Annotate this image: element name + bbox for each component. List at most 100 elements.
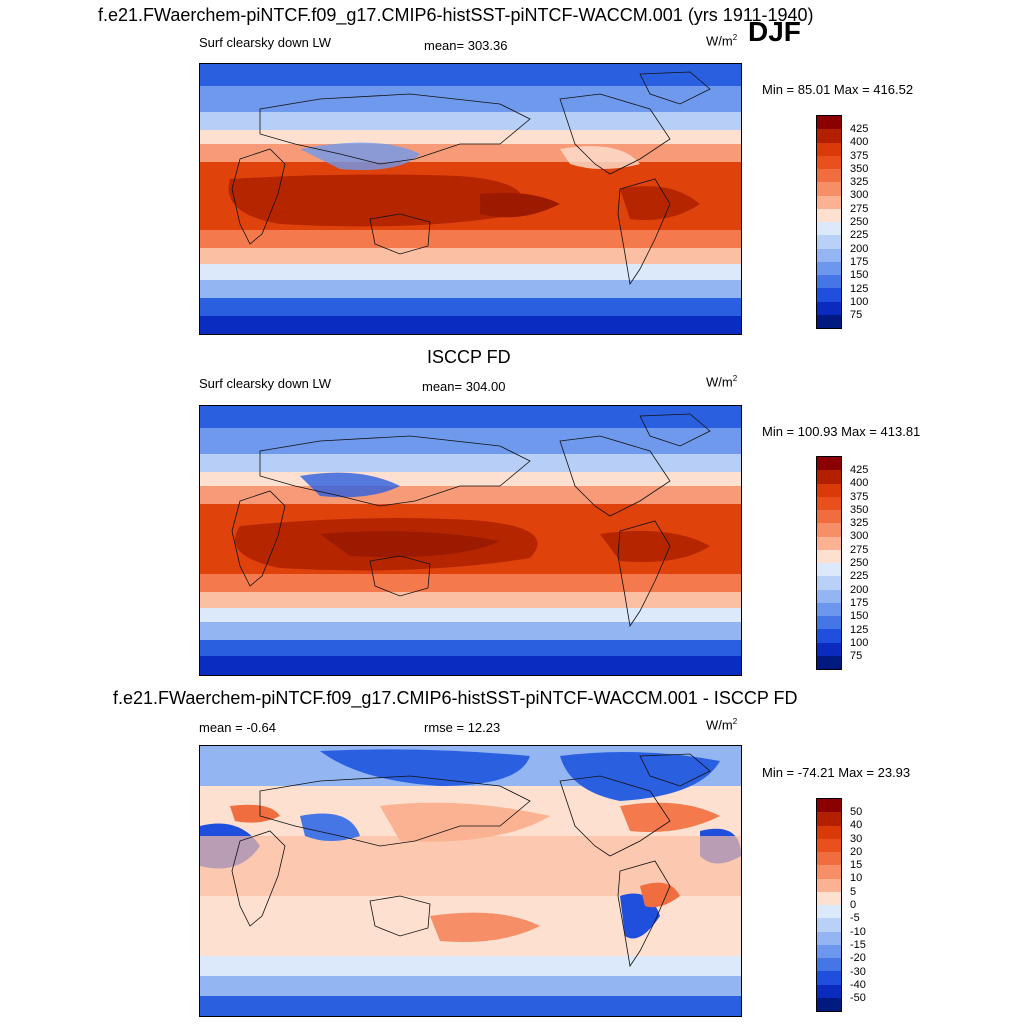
colorbar-swatch [817, 301, 841, 315]
season-label: DJF [748, 16, 801, 47]
colorbar-swatch [817, 457, 841, 471]
colorbar-swatch [817, 825, 841, 839]
colorbar-tick-label: -5 [850, 912, 860, 925]
colorbar-swatch [817, 169, 841, 183]
colorbar-swatch [817, 182, 841, 196]
panel2-map [199, 405, 742, 676]
colorbar-swatch [817, 997, 841, 1011]
colorbar-swatch [817, 536, 841, 550]
colorbar-swatch [817, 642, 841, 656]
colorbar-swatch [817, 314, 841, 328]
colorbar-tick-label: 75 [850, 650, 863, 663]
colorbar-tick-label: 15 [850, 859, 863, 872]
colorbar-swatch [817, 944, 841, 958]
colorbar-swatch [817, 865, 841, 879]
colorbar-tick-label: 400 [850, 477, 869, 490]
colorbar-tick-label: 400 [850, 136, 869, 149]
colorbar-swatch [817, 563, 841, 577]
colorbar-tick-label: 200 [850, 242, 869, 255]
colorbar-tick-label: 175 [850, 255, 869, 268]
colorbar-swatch [817, 208, 841, 222]
colorbar-tick-label: 250 [850, 216, 869, 229]
colorbar-swatch [817, 812, 841, 826]
panel3-mean-label: mean = -0.64 [199, 720, 276, 735]
colorbar-tick-label: 0 [850, 899, 857, 912]
colorbar-swatch [817, 129, 841, 143]
colorbar-swatch [817, 971, 841, 985]
panel1-colorbar-labels: 425 400 375 350 325 300 275 250 225 200 175 150 125 1… [850, 123, 868, 322]
colorbar-tick-label: 375 [850, 149, 869, 162]
colorbar-swatch [817, 616, 841, 630]
colorbar-swatch [817, 891, 841, 905]
colorbar-tick-label: 350 [850, 503, 869, 516]
panel2-colorbar [816, 456, 842, 670]
colorbar-swatch [817, 576, 841, 590]
colorbar-swatch [817, 549, 841, 563]
colorbar-tick-label: 10 [850, 872, 863, 885]
colorbar-swatch [817, 655, 841, 669]
colorbar-tick-label: 375 [850, 490, 869, 503]
colorbar-swatch [817, 958, 841, 972]
colorbar-swatch [817, 235, 841, 249]
colorbar-tick-label: 275 [850, 543, 869, 556]
panel1-units: W/m2 [706, 33, 738, 49]
colorbar-tick-label: -50 [850, 992, 866, 1005]
colorbar-tick-label: -20 [850, 952, 866, 965]
colorbar-tick-label: 225 [850, 570, 869, 583]
panel1-minmax: Min = 85.01 Max = 416.52 [762, 82, 914, 97]
panel3-units: W/m2 [706, 717, 738, 733]
colorbar-swatch [817, 918, 841, 932]
colorbar-tick-label: 125 [850, 623, 869, 636]
panel2-minmax: Min = 100.93 Max = 413.81 [762, 424, 921, 439]
colorbar-tick-label: 200 [850, 583, 869, 596]
panel1-mean-label: mean= 303.36 [424, 38, 508, 53]
colorbar-tick-label: 325 [850, 176, 869, 189]
colorbar-tick-label: 40 [850, 819, 863, 832]
colorbar-tick-label: 300 [850, 189, 869, 202]
colorbar-swatch [817, 288, 841, 302]
panel2-mean-label: mean= 304.00 [422, 379, 506, 394]
colorbar-swatch [817, 275, 841, 289]
colorbar-tick-label: 175 [850, 596, 869, 609]
colorbar-swatch [817, 852, 841, 866]
panel3-title: f.e21.FWaerchem-piNTCF.f09_g17.CMIP6-his… [113, 688, 798, 708]
colorbar-swatch [817, 510, 841, 524]
colorbar-tick-label: 75 [850, 309, 863, 322]
colorbar-swatch [817, 799, 841, 813]
colorbar-swatch [817, 496, 841, 510]
panel3-map [199, 745, 742, 1017]
panel3-rmse-label: rmse = 12.23 [424, 720, 501, 735]
colorbar-swatch [817, 629, 841, 643]
colorbar-tick-label: 100 [850, 636, 869, 649]
panel2-title: ISCCP FD [427, 347, 511, 367]
colorbar-swatch [817, 222, 841, 236]
colorbar-swatch [817, 589, 841, 603]
colorbar-tick-label: 350 [850, 162, 869, 175]
colorbar-tick-label: 5 [850, 885, 857, 898]
colorbar-tick-label: 300 [850, 530, 869, 543]
colorbar-swatch [817, 483, 841, 497]
panel3-minmax: Min = -74.21 Max = 23.93 [762, 765, 911, 780]
colorbar-tick-label: -10 [850, 925, 866, 938]
colorbar-swatch [817, 838, 841, 852]
colorbar-tick-label: -40 [850, 978, 866, 991]
colorbar-swatch [817, 931, 841, 945]
colorbar-swatch [817, 116, 841, 130]
colorbar-tick-label: -30 [850, 965, 866, 978]
colorbar-tick-label: -15 [850, 938, 866, 951]
colorbar-swatch [817, 602, 841, 616]
panel1-map [199, 63, 742, 335]
colorbar-tick-label: 30 [850, 832, 863, 845]
panel1-colorbar [816, 115, 842, 329]
colorbar-tick-label: 425 [850, 464, 869, 476]
panel1-variable-label: Surf clearsky down LW [199, 35, 331, 50]
model-title: f.e21.FWaerchem-piNTCF.f09_g17.CMIP6-his… [98, 5, 814, 25]
colorbar-tick-label: 150 [850, 610, 869, 623]
colorbar-tick-label: 100 [850, 295, 869, 308]
colorbar-tick-label: 325 [850, 517, 869, 530]
panel2-colorbar-labels: 425 400 375 350 325 300 275 250 225 200 175 150 125 1… [850, 464, 868, 663]
colorbar-swatch [817, 878, 841, 892]
colorbar-tick-label: 50 [850, 806, 863, 818]
colorbar-tick-label: 225 [850, 229, 869, 242]
panel2-variable-label: Surf clearsky down LW [199, 376, 331, 391]
